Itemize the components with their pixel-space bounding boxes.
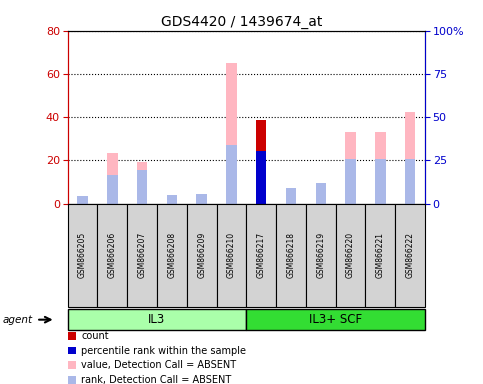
Bar	[286, 189, 296, 204]
Text: GSM866210: GSM866210	[227, 232, 236, 278]
Bar	[107, 175, 117, 204]
Text: GDS4420 / 1439674_at: GDS4420 / 1439674_at	[161, 15, 322, 29]
Text: GSM866222: GSM866222	[406, 232, 414, 278]
Bar	[405, 112, 415, 204]
Bar	[375, 159, 385, 204]
Bar	[345, 159, 356, 204]
Text: GSM866221: GSM866221	[376, 232, 385, 278]
Text: GSM866209: GSM866209	[197, 232, 206, 278]
Bar	[375, 132, 385, 204]
Bar	[167, 195, 177, 204]
Bar	[345, 132, 356, 204]
Bar	[256, 200, 267, 204]
Bar	[137, 170, 147, 204]
Text: rank, Detection Call = ABSENT: rank, Detection Call = ABSENT	[81, 375, 231, 384]
Bar	[226, 63, 237, 204]
Text: GSM866218: GSM866218	[286, 232, 296, 278]
Bar	[405, 159, 415, 204]
Bar	[315, 183, 326, 204]
Text: GSM866220: GSM866220	[346, 232, 355, 278]
Text: count: count	[81, 331, 109, 341]
Bar	[286, 189, 296, 204]
Text: percentile rank within the sample: percentile rank within the sample	[81, 346, 246, 356]
Text: GSM866205: GSM866205	[78, 232, 87, 278]
Text: GSM866217: GSM866217	[257, 232, 266, 278]
Text: agent: agent	[2, 314, 32, 325]
Bar	[226, 145, 237, 204]
Bar	[197, 194, 207, 204]
Text: GSM866208: GSM866208	[168, 232, 176, 278]
Text: IL3+ SCF: IL3+ SCF	[309, 313, 362, 326]
Bar	[315, 184, 326, 204]
Text: GSM866207: GSM866207	[138, 232, 146, 278]
Text: GSM866219: GSM866219	[316, 232, 325, 278]
Bar	[77, 196, 88, 204]
Text: IL3: IL3	[148, 313, 166, 326]
Bar	[256, 120, 267, 204]
Text: GSM866206: GSM866206	[108, 232, 117, 278]
Bar	[137, 162, 147, 204]
Bar	[256, 151, 267, 204]
Bar	[107, 153, 117, 204]
Text: value, Detection Call = ABSENT: value, Detection Call = ABSENT	[81, 360, 236, 370]
